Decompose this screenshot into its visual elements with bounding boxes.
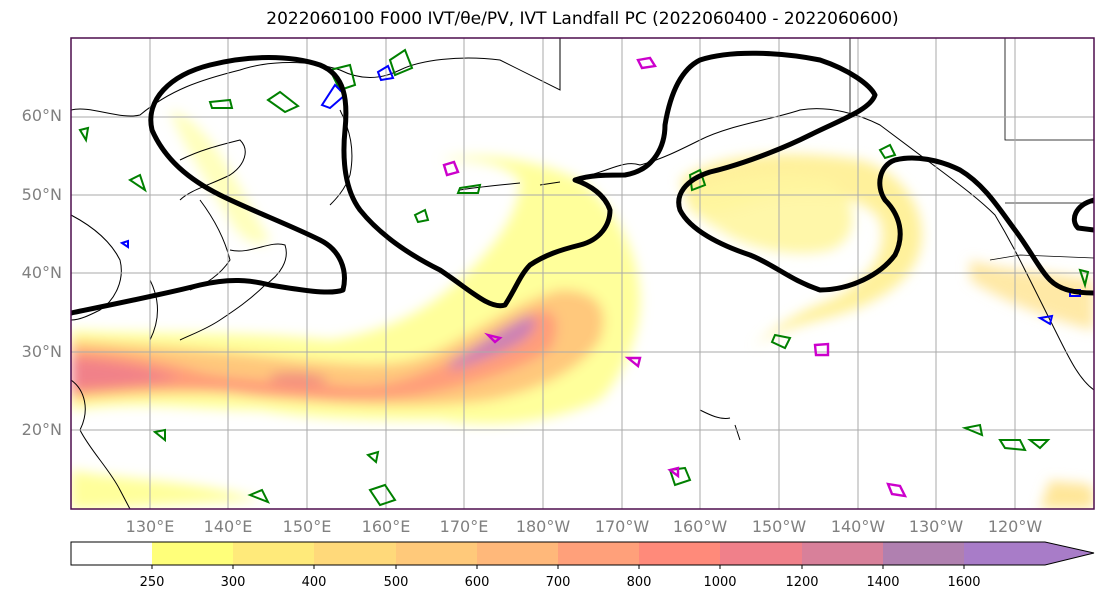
lon-label: 170°E [439, 517, 489, 536]
colorbar [70, 541, 1095, 569]
colorbar-tick: 400 [301, 575, 327, 590]
map-frame [70, 37, 1095, 510]
lat-label: 40°N [21, 263, 62, 282]
colorbar-tick: 250 [139, 575, 165, 590]
lon-label: 130°W [908, 517, 964, 536]
colorbar-tick: 1600 [947, 575, 981, 590]
colorbar-tick: 300 [220, 575, 246, 590]
colorbar-tick: 600 [464, 575, 490, 590]
lon-label: 180°W [515, 517, 571, 536]
colorbar-tick: 800 [626, 575, 652, 590]
colorbar-tick: 500 [383, 575, 409, 590]
lon-label: 120°W [987, 517, 1043, 536]
lat-label: 20°N [21, 420, 62, 439]
lon-label: 170°W [594, 517, 650, 536]
graticule [71, 38, 1094, 509]
lon-label: 140°E [203, 517, 253, 536]
lon-label: 140°W [830, 517, 886, 536]
pv-high-contours [442, 56, 908, 498]
colorbar-tick: 1400 [866, 575, 900, 590]
lat-label: 60°N [21, 106, 62, 125]
colorbar-tick: 700 [545, 575, 571, 590]
lon-label: 130°E [125, 517, 175, 536]
lat-label: 30°N [21, 342, 62, 361]
lon-label: 160°E [361, 517, 411, 536]
lon-label: 160°W [672, 517, 728, 536]
lat-label: 50°N [21, 185, 62, 204]
colorbar-tick: 1200 [785, 575, 819, 590]
theta-e-contours [78, 48, 1090, 507]
pc-contours [71, 50, 1094, 316]
map-title: 2022060100 F000 IVT/θe/PV, IVT Landfall … [266, 9, 899, 29]
colorbar-tick: 1000 [703, 575, 737, 590]
lon-label: 150°E [282, 517, 332, 536]
ivt-fill [71, 110, 1094, 509]
lon-label: 150°W [751, 517, 807, 536]
